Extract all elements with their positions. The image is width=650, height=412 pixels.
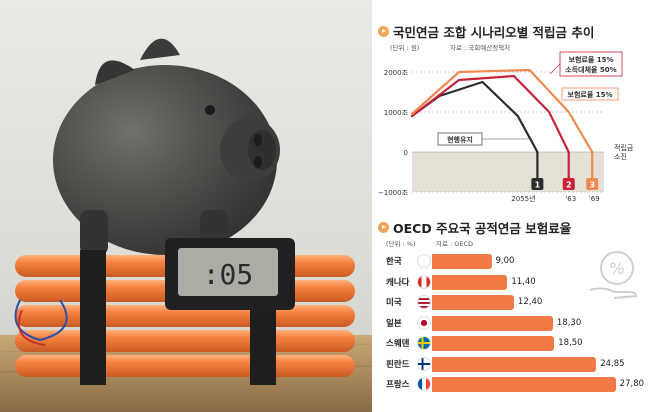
bar-category-label: 캐나다 [386,277,410,288]
label-s2-a: 보험료율 15% [569,55,614,64]
chart2-source: 자료 : OECD [436,240,474,248]
label-s1: 현행유지 [447,135,473,144]
bar-value-label: 18,30 [556,317,582,328]
series-marker-1: 1 [535,181,541,190]
x-tick-label: 2055년 [511,194,535,203]
chart2-title-text: OECD 주요국 공적연금 보험료율 [393,221,572,236]
exhaust-label: 적립금 [614,143,634,152]
x-tick-label: '63 [565,195,576,203]
series-marker-3: 3 [589,181,595,190]
flag-icon [417,336,431,350]
bar-category-label: 미국 [386,298,402,308]
chart1-unit: (단위 : 원) [390,44,420,52]
bar-value-label: 18,50 [558,338,583,348]
series-line-3 [410,68,594,154]
bar [432,315,553,331]
bar-category-label: 프랑스 [386,380,410,390]
flag-icon [417,254,431,268]
flag-icon [417,274,431,289]
bar-value-label: 12,40 [517,297,543,307]
flag-icon [417,315,431,330]
flag-icon [417,295,431,309]
bar [432,274,508,290]
series-marker-box-2 [562,178,575,190]
label-box-s3 [561,87,619,101]
svg-text:%: % [609,259,624,278]
series-line-2 [410,74,570,154]
series-marker-box-3 [586,178,599,190]
chart2-title: OECD 주요국 공적연금 보험료율 [378,218,571,237]
negative-zone [412,152,604,192]
label-box-s2 [559,51,623,77]
bar [432,254,492,269]
bar-category-label: 한국 [386,257,402,267]
chart2-unit: (단위 : %) [386,240,416,248]
chart1-title: 국민연금 조합 시나리오별 적립금 추이 [378,22,594,41]
play-icon [378,26,389,37]
series-marker-2: 2 [566,181,572,190]
timer-display: :05 [203,258,254,291]
y-tick-label: 2000조 [384,69,409,77]
bar-category-label: 핀란드 [386,359,410,370]
label-s3: 보험료율 15% [568,90,613,99]
label-s2-b: 소득대체율 50% [565,65,616,74]
y-tick-label: 0 [404,149,408,157]
bar-value-label: 11,40 [511,276,536,287]
x-tick-label: '69 [589,195,600,203]
leader-s2 [549,63,561,75]
y-tick-label: −1000조 [378,189,409,197]
bomb-timer [165,238,295,310]
chart1-source: 자료 : 국회예산정책처 [450,44,511,52]
bar [432,295,514,310]
bar-value-label: 27,80 [619,379,645,389]
bar-category-label: 스웨덴 [386,339,410,349]
bar-category-label: 일본 [386,318,402,329]
piggy-bomb-image: :05 [0,0,372,412]
series-marker-box-1 [531,178,544,190]
photo-illustration: :05 [0,0,372,412]
y-tick-label: 1000조 [384,109,409,117]
percent-hand-icon: % [589,251,638,299]
flag-icon [417,377,431,391]
bar-value-label: 9,00 [495,256,515,266]
bar [432,356,597,372]
bar [432,377,616,392]
bar [432,336,555,351]
infographic-panel: 국민연금 조합 시나리오별 적립금 추이 (단위 : 원) 자료 : 국회예산정… [372,0,650,412]
flag-icon [417,356,431,371]
play-icon [378,222,389,233]
bar-value-label: 24,85 [600,358,625,369]
chart1-title-text: 국민연금 조합 시나리오별 적립금 추이 [393,25,595,40]
piggy-bank [53,65,277,255]
exhaust-label: 소진 [614,152,627,161]
